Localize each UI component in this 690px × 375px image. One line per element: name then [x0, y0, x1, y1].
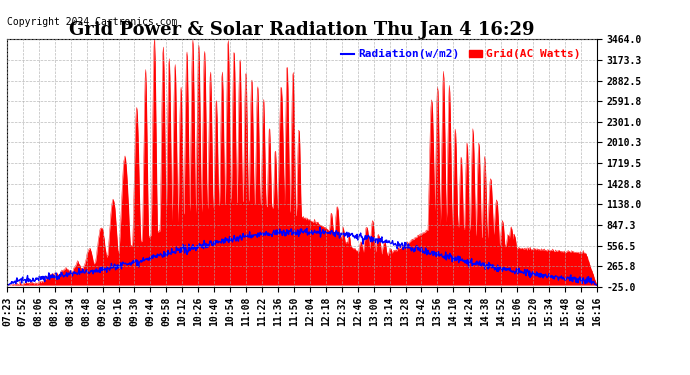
Text: Copyright 2024 Cartronics.com: Copyright 2024 Cartronics.com	[7, 17, 177, 27]
Title: Grid Power & Solar Radiation Thu Jan 4 16:29: Grid Power & Solar Radiation Thu Jan 4 1…	[69, 21, 535, 39]
Legend: Radiation(w/m2), Grid(AC Watts): Radiation(w/m2), Grid(AC Watts)	[336, 45, 585, 64]
